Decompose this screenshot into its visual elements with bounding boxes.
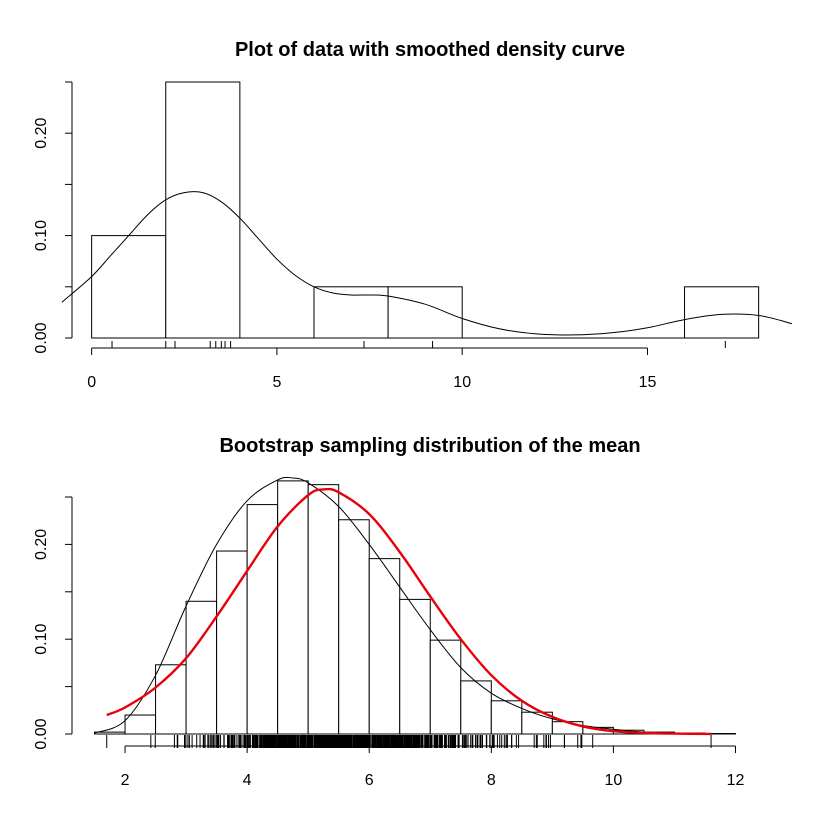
histogram-bar — [277, 480, 309, 735]
x-tick-label: 8 — [487, 772, 496, 789]
x-axis: 2 4 6 8 10 12 — [121, 745, 745, 789]
histogram-bar — [684, 286, 760, 339]
histogram-bar — [429, 639, 462, 735]
histogram-bar — [307, 484, 340, 735]
bootstrap-density-curve — [94, 476, 706, 734]
x-tick-label: 15 — [639, 374, 657, 391]
histogram-bar — [368, 558, 401, 735]
y-axis: 0.00 0.10 0.20 — [33, 496, 73, 750]
y-tick-label: 0.00 — [33, 718, 50, 749]
histogram-bar — [124, 714, 157, 735]
chart-title: Plot of data with smoothed density curve — [235, 39, 625, 61]
histogram-bar — [460, 680, 492, 735]
histogram-bar — [490, 700, 523, 735]
y-tick-label: 0.10 — [33, 220, 50, 251]
histogram-bar — [338, 519, 370, 735]
y-tick-label: 0.20 — [33, 529, 50, 560]
rug-marks — [111, 341, 726, 348]
histogram-bar — [91, 235, 167, 339]
histogram-bar — [399, 598, 431, 735]
x-tick-label: 6 — [365, 772, 374, 789]
panel-top-histogram: Plot of data with smoothed density curve… — [33, 39, 793, 391]
normal-fit-curve — [106, 487, 712, 736]
y-tick-label: 0.20 — [33, 118, 50, 149]
histogram-bars — [94, 480, 736, 735]
histogram-bar — [313, 286, 389, 339]
x-tick-label: 10 — [453, 374, 471, 391]
smoothed-density-curve — [61, 191, 793, 336]
y-tick-label: 0.00 — [33, 322, 50, 353]
histogram-bar — [246, 504, 279, 735]
x-tick-label: 5 — [272, 374, 281, 391]
histogram-bar — [165, 81, 241, 339]
x-tick-label: 10 — [604, 772, 622, 789]
y-axis: 0.00 0.10 0.20 — [33, 81, 73, 354]
x-axis: 0 5 10 15 — [87, 347, 657, 391]
x-tick-label: 4 — [243, 772, 252, 789]
x-tick-label: 12 — [727, 772, 745, 789]
panel-bottom-histogram: Bootstrap sampling distribution of the m… — [33, 435, 744, 789]
chart-title: Bootstrap sampling distribution of the m… — [219, 435, 640, 457]
y-tick-label: 0.10 — [33, 624, 50, 655]
histogram-bar — [387, 286, 463, 339]
x-tick-label: 2 — [121, 772, 130, 789]
x-tick-label: 0 — [87, 374, 96, 391]
histogram-bars — [91, 81, 760, 339]
